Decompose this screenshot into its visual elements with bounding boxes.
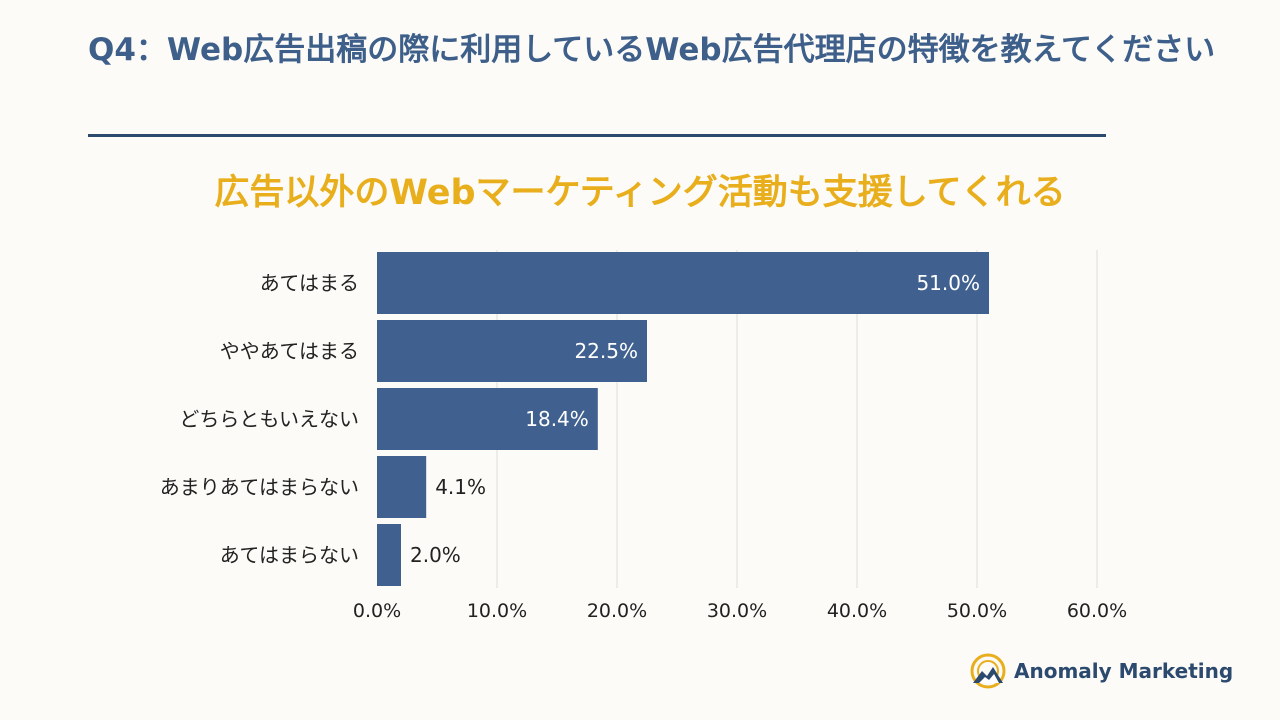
bar	[377, 252, 989, 314]
x-tick-label: 50.0%	[947, 600, 1007, 622]
category-label: どちらともいえない	[179, 407, 359, 431]
value-label: 22.5%	[574, 339, 638, 363]
mountain-sun-icon	[970, 653, 1006, 689]
category-label: あてはまる	[260, 271, 359, 295]
value-label: 2.0%	[410, 543, 461, 567]
value-label: 4.1%	[435, 475, 486, 499]
bar	[377, 320, 647, 382]
category-label: あまりあてはまらない	[160, 475, 359, 499]
bar	[377, 456, 427, 518]
value-label: 51.0%	[916, 271, 980, 295]
x-tick-label: 30.0%	[707, 600, 767, 622]
value-label: 18.4%	[525, 407, 589, 431]
brand-logo-lockup: Anomaly Marketing	[970, 652, 1233, 690]
x-tick-label: 0.0%	[353, 600, 401, 622]
category-label: ややあてはまる	[220, 339, 359, 363]
x-tick-label: 10.0%	[467, 600, 527, 622]
x-tick-label: 40.0%	[827, 600, 887, 622]
x-tick-label: 60.0%	[1067, 600, 1127, 622]
bar	[377, 388, 598, 450]
brand-name: Anomaly Marketing	[1014, 659, 1234, 683]
chart-title: 広告以外のWebマーケティング活動も支援してくれる	[214, 173, 1066, 213]
title-divider	[88, 134, 1106, 137]
x-tick-label: 20.0%	[587, 600, 647, 622]
bar	[377, 524, 401, 586]
question-title: Q4：Web広告出稿の際に利用しているWeb広告代理店の特徴を教えてください	[88, 32, 1216, 68]
category-label: あてはまらない	[220, 543, 359, 567]
